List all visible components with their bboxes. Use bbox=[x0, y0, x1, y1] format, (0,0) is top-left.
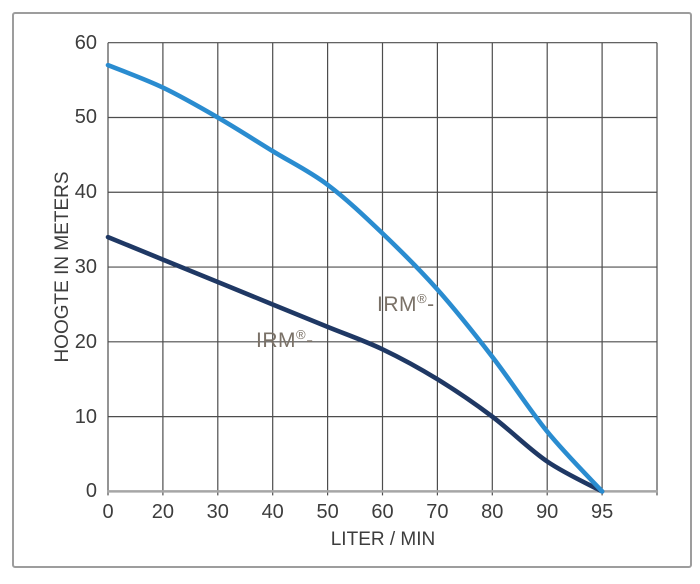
x-tick-label: 60 bbox=[371, 501, 394, 523]
curve-layer bbox=[105, 62, 605, 494]
y-axis-title: HOOGTE IN METERS bbox=[52, 171, 73, 363]
series-label-text: - bbox=[427, 293, 435, 316]
y-tick-label: 0 bbox=[85, 480, 97, 503]
series-label-dark-curve: IRM®- bbox=[256, 327, 314, 353]
x-tick-label: 90 bbox=[536, 501, 559, 523]
y-tick-label: 20 bbox=[74, 330, 97, 353]
x-tick-label: 0 bbox=[102, 501, 114, 523]
y-tick-label: 10 bbox=[74, 405, 97, 428]
x-axis-title: LITER / MIN bbox=[330, 529, 436, 550]
x-tick-label: 50 bbox=[316, 501, 339, 523]
y-tick-label: 60 bbox=[74, 31, 97, 54]
curve-light-blue bbox=[105, 62, 605, 494]
x-tick-label: 95 bbox=[590, 501, 614, 523]
series-label-light-curve: IRM®- bbox=[377, 291, 435, 317]
chart-frame-border bbox=[12, 12, 692, 568]
grid-layer bbox=[107, 42, 658, 496]
x-tick-label: 40 bbox=[261, 501, 284, 523]
registered-trademark-icon: ® bbox=[417, 291, 428, 306]
x-tick-label: 80 bbox=[481, 501, 504, 523]
series-label-text: IRM bbox=[377, 293, 417, 316]
x-tick-label: 70 bbox=[426, 501, 449, 523]
y-tick-label: 30 bbox=[74, 256, 97, 279]
series-label-text: - bbox=[306, 329, 314, 352]
series-label-text: IRM bbox=[256, 329, 296, 352]
x-tick-label: 30 bbox=[206, 501, 229, 523]
registered-trademark-icon: ® bbox=[296, 327, 307, 342]
curve-dark-navy bbox=[105, 234, 605, 494]
y-tick-label: 40 bbox=[74, 181, 97, 204]
y-tick-label: 50 bbox=[74, 106, 97, 129]
x-tick-label: 20 bbox=[151, 501, 175, 523]
